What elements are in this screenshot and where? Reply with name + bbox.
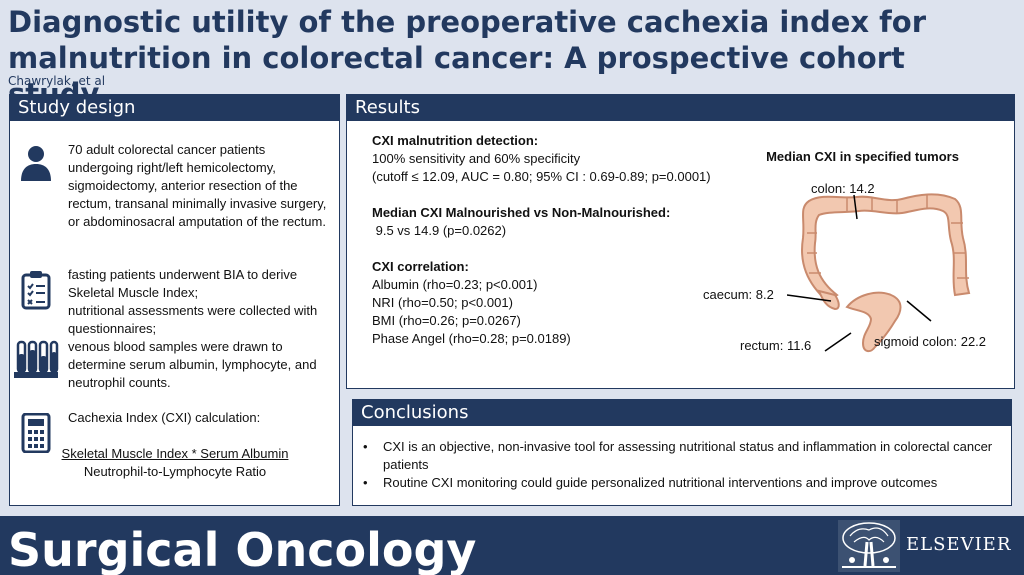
study-design-panel: Study design 70 adult colorectal cancer … (9, 94, 340, 506)
sigmoid-label: sigmoid colon: 22.2 (874, 334, 987, 349)
conclusions-header: Conclusions (353, 400, 1011, 426)
journal-name: Surgical Oncology (8, 523, 477, 575)
colon-shape (801, 193, 971, 303)
colon-illustration (787, 193, 971, 353)
methods-line-3: venous blood samples were drawn to deter… (68, 339, 317, 390)
methods-text: fasting patients underwent BIA to derive… (68, 266, 330, 392)
conclusions-list: CXI is an objective, non-invasive tool f… (353, 426, 1011, 492)
cxi-formula: Skeletal Muscle Index * Serum Albumin Ne… (20, 445, 330, 481)
formula-numerator: Skeletal Muscle Index * Serum Albumin (61, 446, 289, 461)
correlation-item: Phase Angel (rho=0.28; p=0.0189) (372, 331, 571, 346)
conclusion-item: Routine CXI monitoring could guide perso… (363, 474, 997, 492)
study-design-header: Study design (10, 95, 339, 121)
correlation-item: NRI (rho=0.50; p<0.001) (372, 295, 513, 310)
colon-diagram-title: Median CXI in specified tumors (766, 149, 959, 164)
test-tubes-icon (14, 340, 59, 378)
results-header: Results (347, 95, 1014, 121)
median-heading: Median CXI Malnourished vs Non-Malnouris… (372, 205, 671, 220)
conclusion-item: CXI is an objective, non-invasive tool f… (363, 438, 997, 474)
sigmoid-rectum-shape (845, 291, 902, 353)
publisher-name: ELSEVIER (906, 534, 1012, 555)
correlation-heading: CXI correlation: (372, 259, 469, 274)
page-title: Diagnostic utility of the preoperative c… (8, 5, 927, 111)
clipboard-icon (21, 271, 51, 310)
calculator-icon (21, 413, 51, 453)
methods-line-2: nutritional assessments were collected w… (68, 303, 318, 336)
person-icon (21, 146, 51, 181)
results-text: CXI malnutrition detection: 100% sensiti… (372, 132, 752, 348)
results-panel: Results CXI malnutrition detection: 100%… (346, 94, 1015, 389)
colon-label: colon: 14.2 (811, 181, 875, 196)
rectum-label: rectum: 11.6 (740, 338, 812, 353)
correlation-item: Albumin (rho=0.23; p<0.001) (372, 277, 538, 292)
cxi-label: Cachexia Index (CXI) calculation: (68, 410, 261, 425)
caecum-label: caecum: 8.2 (703, 287, 774, 302)
patients-text: 70 adult colorectal cancer patients unde… (68, 142, 327, 229)
authors: Chawrylak, et al (8, 74, 106, 88)
conclusions-panel: Conclusions CXI is an objective, non-inv… (352, 399, 1012, 506)
footer-bar: Surgical Oncology ELSEVIER (0, 516, 1024, 575)
median-line: 9.5 vs 14.9 (p=0.0262) (372, 223, 507, 238)
detection-line-1: 100% sensitivity and 60% specificity (372, 151, 581, 166)
correlation-item: BMI (rho=0.26; p=0.0267) (372, 313, 521, 328)
elsevier-tree-logo (838, 520, 900, 572)
formula-denominator: Neutrophil-to-Lymphocyte Ratio (83, 464, 267, 479)
detection-line-2: (cutoff ≤ 12.09, AUC = 0.80; 95% CI : 0.… (372, 169, 711, 184)
detection-heading: CXI malnutrition detection: (372, 133, 539, 148)
methods-line-1: fasting patients underwent BIA to derive… (68, 267, 298, 300)
